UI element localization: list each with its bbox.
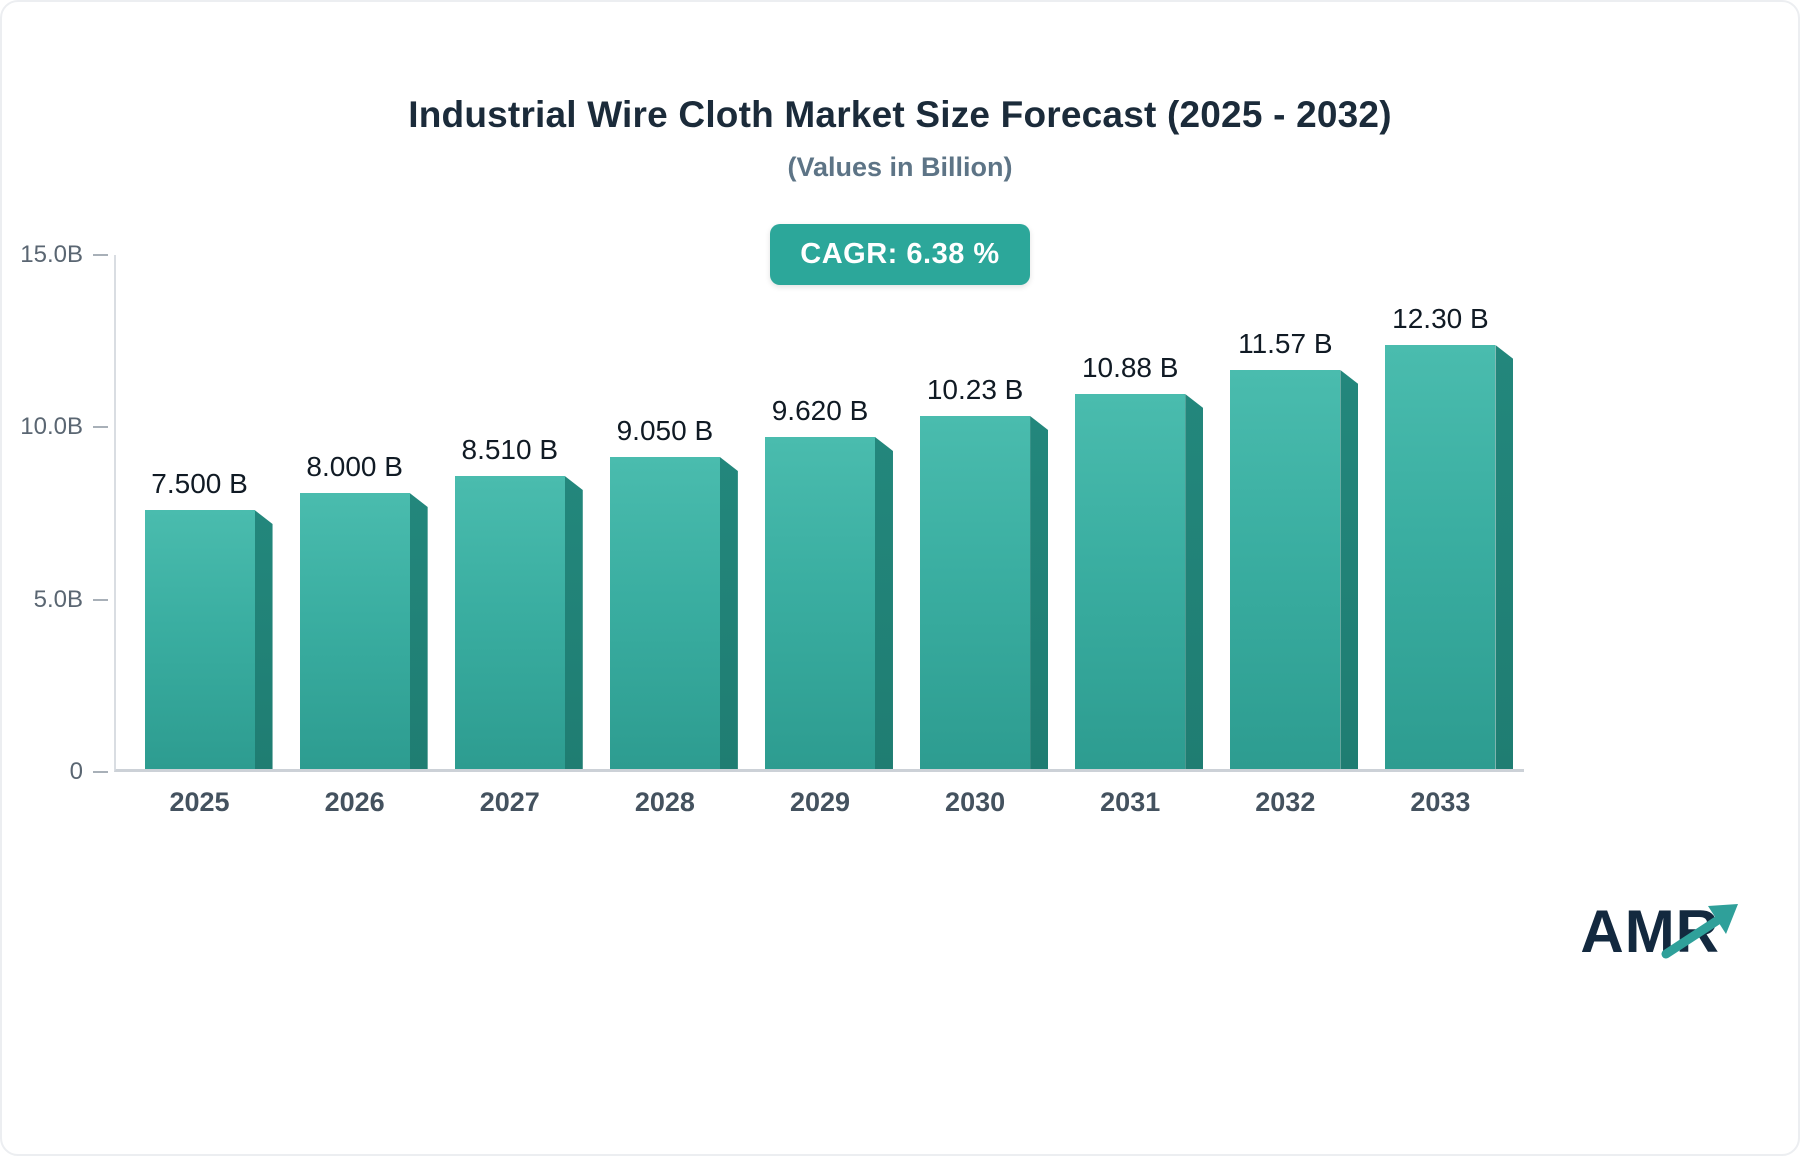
y-tick-dash <box>93 426 108 429</box>
x-tick-label: 2033 <box>1410 787 1471 817</box>
bar-group: 12.30 B 2033 <box>1365 255 1515 817</box>
bar <box>764 437 893 769</box>
bar-side-face <box>874 437 893 769</box>
x-tick-label: 2029 <box>789 787 851 817</box>
bar-value-label: 7.500 B <box>151 468 248 499</box>
y-tick: 0 <box>2 758 108 785</box>
bar-value-label: 8.510 B <box>461 434 559 465</box>
amr-logo: AMR <box>1580 897 1738 966</box>
x-tick-label: 2028 <box>634 787 695 817</box>
y-tick: 15.0B <box>2 241 108 268</box>
cagr-badge: CAGR: 6.38 % <box>770 224 1030 285</box>
bars-row: 7.500 B 2025 8.000 B 2026 8.510 B 2027 9.050 B… <box>116 255 1524 817</box>
bar-group: 11.57 B 2032 <box>1210 255 1360 817</box>
plot-area: 7.500 B 2025 8.000 B 2026 8.510 B 2027 9.050 B… <box>114 255 1524 817</box>
y-tick: 10.0B <box>2 413 108 440</box>
bar-side-face <box>254 510 273 769</box>
x-tick-label: 2025 <box>169 787 230 817</box>
x-tick-label: 2032 <box>1255 787 1316 817</box>
y-tick-label: 15.0B <box>20 241 83 268</box>
y-tick-label: 5.0B <box>33 585 83 613</box>
bar-group: 8.510 B 2027 <box>435 255 585 817</box>
x-tick-label: 2031 <box>1100 787 1161 817</box>
y-tick-label: 0 <box>69 758 83 785</box>
x-tick-label: 2030 <box>945 787 1006 817</box>
bar-side-face <box>564 476 583 769</box>
y-tick-dash <box>93 254 108 256</box>
bar-side-face <box>409 493 428 769</box>
bar <box>609 457 738 769</box>
bar-value-label: 9.620 B <box>771 395 869 426</box>
bar-value-label: 8.000 B <box>306 451 403 482</box>
bar-value-label: 10.88 B <box>1081 352 1179 383</box>
bar-group: 8.000 B 2026 <box>280 255 430 817</box>
x-tick-label: 2027 <box>479 787 540 817</box>
bar-side-face <box>1185 394 1204 769</box>
bar-side-face <box>1030 416 1049 769</box>
x-tick-label: 2026 <box>324 787 385 817</box>
chart-title: Industrial Wire Cloth Market Size Foreca… <box>408 94 1392 135</box>
bar <box>454 476 583 769</box>
bar-value-label: 9.050 B <box>616 415 714 446</box>
bar-chart: 15.0B 10.0B 5.0B 0 7.500 B 2025 8.000 B 2026 8.… <box>2 241 1798 817</box>
y-tick-dash <box>93 771 108 773</box>
amr-logo-arrow-icon <box>1661 904 1738 959</box>
bar <box>920 416 1049 769</box>
chart-header: Industrial Wire Cloth Market Size Foreca… <box>2 2 1798 183</box>
bar-side-face <box>719 457 738 769</box>
bar <box>299 493 428 769</box>
chart-subtitle: (Values in Billion) <box>787 152 1013 182</box>
bar-side-face <box>1340 370 1359 769</box>
bar <box>1385 345 1514 769</box>
y-tick: 5.0B <box>2 586 108 613</box>
bar-group: 9.050 B 2028 <box>590 255 740 817</box>
cagr-badge-row: CAGR: 6.38 % <box>2 224 1798 285</box>
bar-group: 10.23 B 2030 <box>900 255 1050 817</box>
bar-group: 7.500 B 2025 <box>125 255 275 817</box>
bar <box>1075 394 1204 769</box>
bar <box>144 510 273 769</box>
bar-group: 10.88 B 2031 <box>1055 255 1205 817</box>
bar-group: 9.620 B 2029 <box>745 255 895 817</box>
bar-value-label: 11.57 B <box>1238 328 1333 359</box>
bar-value-label: 10.23 B <box>926 374 1024 405</box>
y-tick-label: 10.0B <box>20 413 83 441</box>
bar-value-label: 12.30 B <box>1392 303 1489 334</box>
bar-side-face <box>1495 345 1514 769</box>
bar <box>1230 370 1359 769</box>
y-tick-dash <box>93 598 108 601</box>
